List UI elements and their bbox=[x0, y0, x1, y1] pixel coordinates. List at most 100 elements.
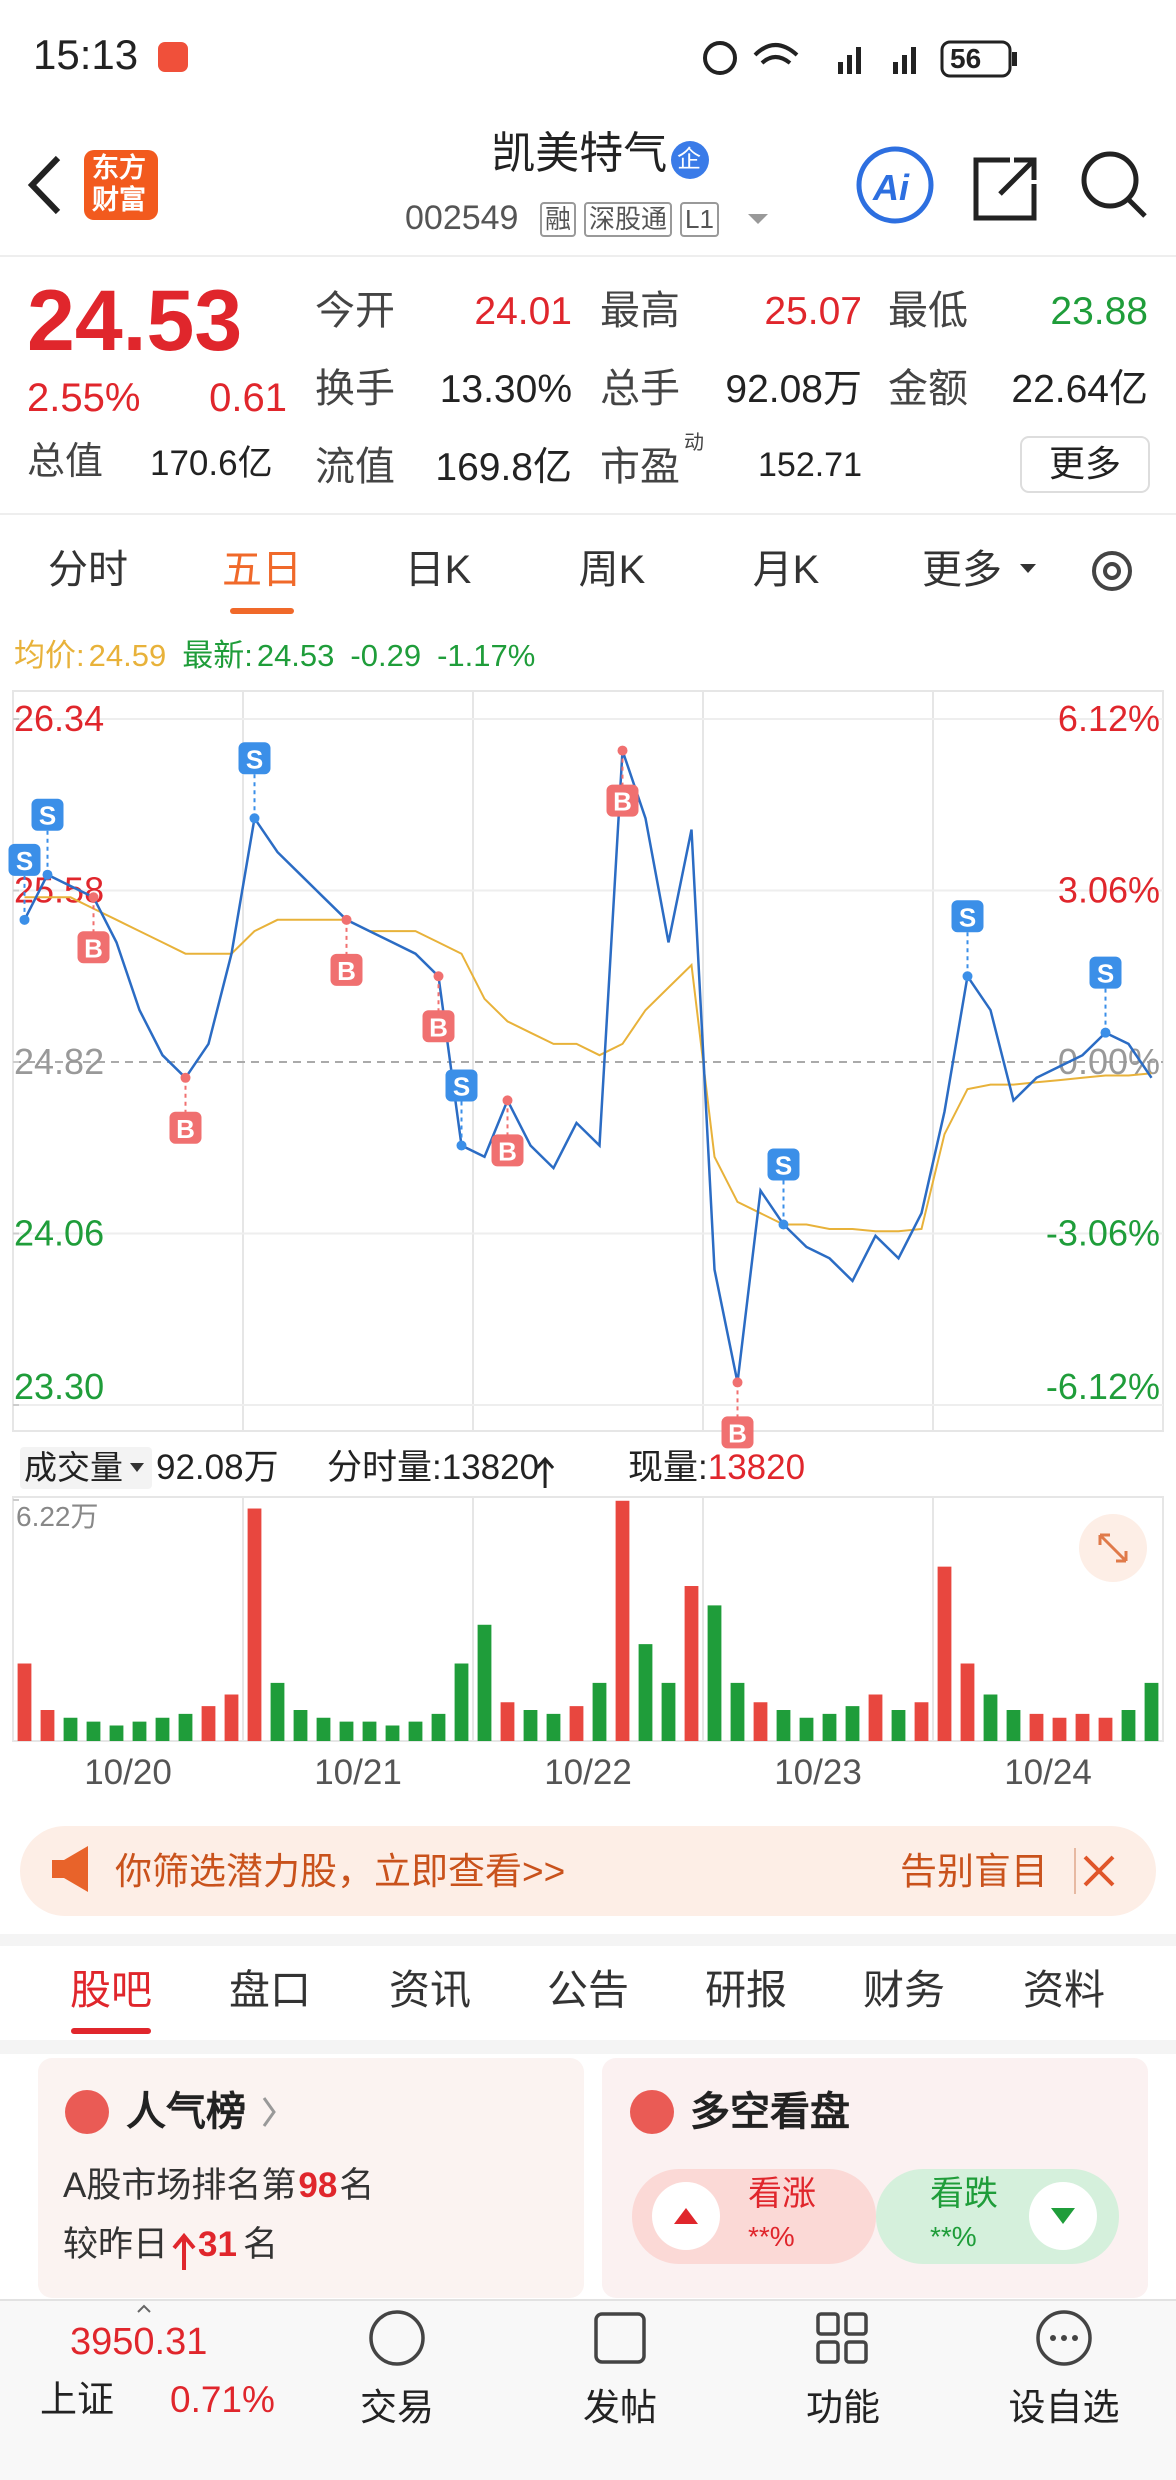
period-tab[interactable]: 月K bbox=[752, 548, 820, 592]
nav-item[interactable]: 设自选 bbox=[1008, 2387, 1120, 2428]
legend-text: -0.29 bbox=[350, 638, 422, 673]
legend-text: -1.17% bbox=[437, 638, 536, 673]
index-value[interactable]: 3950.31 bbox=[70, 2321, 208, 2363]
field-label: 流值 bbox=[315, 445, 395, 489]
popularity-icon bbox=[65, 2090, 109, 2134]
banner-text[interactable]: 你筛选潜力股，立即查看>> bbox=[115, 1851, 566, 1892]
content-tab[interactable]: 资讯 bbox=[389, 1967, 471, 2013]
code-dropdown[interactable] bbox=[748, 214, 768, 224]
popularity-card[interactable] bbox=[38, 2058, 584, 2298]
field-label: 最低 bbox=[888, 289, 968, 333]
volume-bar bbox=[523, 1710, 538, 1741]
share-button[interactable] bbox=[973, 157, 1037, 221]
volume-selector[interactable] bbox=[20, 1447, 152, 1489]
field-value: 13.30% bbox=[439, 368, 572, 411]
volume-label[interactable]: 成交量 bbox=[24, 1449, 123, 1486]
bull-value: **% bbox=[748, 2221, 795, 2252]
x-tick-label: 10/24 bbox=[1004, 1753, 1092, 1792]
volume-bar bbox=[178, 1713, 193, 1741]
x-tick-label: 10/21 bbox=[314, 1753, 402, 1792]
banner[interactable] bbox=[20, 1826, 1156, 1916]
ai-label[interactable]: Ai bbox=[873, 167, 909, 208]
nav-item[interactable]: 发帖 bbox=[583, 2387, 657, 2428]
nav-item[interactable]: 交易 bbox=[360, 2387, 434, 2428]
field-value: 152.71 bbox=[758, 446, 862, 484]
trade-dot bbox=[341, 914, 352, 925]
rank-text: 98 bbox=[298, 2166, 338, 2205]
index-name[interactable]: 上证 bbox=[40, 2379, 114, 2420]
trade-badge bbox=[330, 953, 363, 986]
back-button[interactable] bbox=[27, 155, 61, 215]
trade-badge bbox=[238, 742, 271, 775]
volume-bar bbox=[546, 1713, 561, 1741]
volume-bar bbox=[155, 1717, 170, 1741]
field-value: 25.07 bbox=[764, 290, 862, 333]
rank-text: 名 bbox=[242, 2225, 278, 2264]
content-tab[interactable]: 公告 bbox=[547, 1967, 629, 2013]
banner-text[interactable]: 告别盲目 bbox=[900, 1851, 1048, 1892]
current-label: 现量: bbox=[628, 1448, 708, 1487]
nav-item[interactable]: 功能 bbox=[806, 2387, 880, 2428]
period-tab[interactable]: 分时 bbox=[48, 548, 128, 592]
content-tab[interactable]: 资料 bbox=[1023, 1967, 1105, 2013]
separator bbox=[0, 2040, 1176, 2054]
period-tab[interactable]: 更多 bbox=[922, 548, 1002, 592]
period-tab[interactable]: 周K bbox=[578, 548, 646, 592]
bear-arrow bbox=[1051, 2208, 1075, 2224]
post-icon[interactable] bbox=[594, 2312, 646, 2364]
banner-close[interactable] bbox=[1083, 1855, 1115, 1887]
field-value: 22.64亿 bbox=[1011, 368, 1148, 411]
search-handle bbox=[1126, 197, 1147, 218]
more-button[interactable] bbox=[1020, 436, 1150, 493]
trade-badge bbox=[721, 1416, 754, 1449]
volume-bar bbox=[914, 1702, 929, 1741]
volume-bar bbox=[224, 1694, 239, 1741]
content-tab[interactable]: 盘口 bbox=[229, 1967, 311, 2013]
volume-bar bbox=[707, 1605, 722, 1741]
alarm-icon bbox=[703, 41, 737, 75]
field-label: 金额 bbox=[888, 367, 968, 411]
field-label: 最高 bbox=[600, 289, 680, 333]
content-tab[interactable]: 股吧 bbox=[70, 1967, 152, 2013]
y-tick-label: 24.06 bbox=[14, 1213, 104, 1254]
period-tab[interactable]: 日K bbox=[404, 548, 472, 592]
trade-icon[interactable] bbox=[369, 2310, 425, 2366]
more-label[interactable]: 更多 bbox=[1048, 443, 1122, 484]
legend-text: 均价: bbox=[14, 638, 85, 673]
content-tab[interactable]: 财务 bbox=[863, 1967, 945, 2013]
index-change[interactable]: 0.71% bbox=[170, 2379, 275, 2420]
function-icon[interactable] bbox=[816, 2312, 868, 2364]
trade-dot bbox=[456, 1140, 467, 1151]
period-tab[interactable]: 五日 bbox=[222, 548, 302, 592]
change-pct: 2.55% bbox=[27, 376, 141, 420]
field-label: 换手 bbox=[315, 367, 395, 411]
ai-button[interactable] bbox=[856, 146, 934, 224]
battery-tip bbox=[1012, 52, 1017, 66]
content-tab[interactable]: 研报 bbox=[705, 1967, 787, 2013]
title-badge: 企 bbox=[677, 146, 701, 173]
trade-label: S bbox=[1097, 959, 1114, 989]
trade-label: S bbox=[39, 801, 56, 831]
bear-label[interactable]: 看跌 bbox=[930, 2175, 998, 2213]
settings-button[interactable] bbox=[1092, 551, 1132, 591]
volume-bar bbox=[845, 1706, 860, 1741]
trade-label: S bbox=[246, 744, 263, 774]
watchlist-icon[interactable] bbox=[1036, 2310, 1092, 2366]
volume-bar bbox=[63, 1717, 78, 1741]
tab-dropdown bbox=[1020, 564, 1036, 573]
x-tick-label: 10/20 bbox=[84, 1753, 172, 1792]
trade-dot bbox=[732, 1377, 743, 1388]
rank-up-arrow bbox=[172, 2232, 196, 2270]
expand-icon bbox=[1098, 1533, 1128, 1563]
price-line bbox=[23, 750, 1153, 1383]
volume-bar bbox=[868, 1694, 883, 1741]
field-sup: 动 bbox=[684, 432, 704, 454]
tab-underline bbox=[230, 608, 294, 614]
tab-underline bbox=[71, 2028, 151, 2034]
search-button[interactable] bbox=[1081, 151, 1139, 209]
volume-bar bbox=[1006, 1710, 1021, 1741]
volume-bar bbox=[339, 1721, 354, 1741]
tag: L1 bbox=[680, 202, 719, 238]
trade-label: B bbox=[613, 787, 632, 817]
bull-label[interactable]: 看涨 bbox=[748, 2175, 816, 2213]
